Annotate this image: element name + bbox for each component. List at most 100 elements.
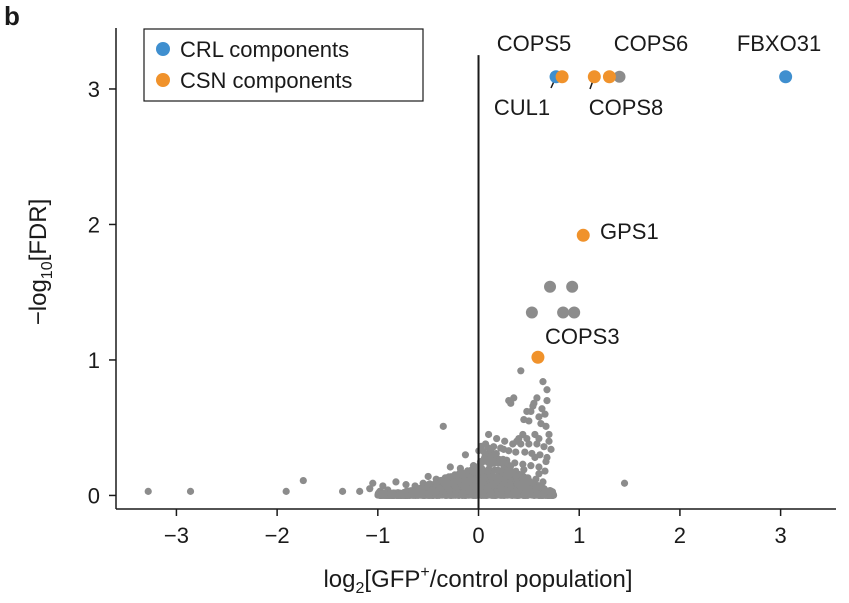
data-point bbox=[542, 457, 550, 466]
y-axis-label-prefix: −log bbox=[25, 279, 52, 325]
data-point bbox=[519, 475, 527, 483]
data-point bbox=[402, 491, 410, 499]
gene-label-gps1: GPS1 bbox=[600, 219, 659, 244]
data-point bbox=[496, 455, 504, 463]
y-axis-ticks: 0 1 2 3 bbox=[88, 77, 116, 508]
x-axis-label: log2[GFP+/control population] bbox=[323, 564, 632, 597]
data-point bbox=[526, 491, 534, 498]
data-point bbox=[493, 450, 500, 457]
large-background-points bbox=[525, 70, 626, 319]
data-point bbox=[539, 478, 547, 486]
data-point bbox=[541, 410, 549, 418]
data-point bbox=[535, 470, 543, 478]
x-axis-label-middle: [GFP bbox=[364, 566, 420, 593]
data-point bbox=[470, 468, 478, 476]
data-point bbox=[502, 473, 510, 481]
data-point bbox=[517, 367, 525, 375]
data-point bbox=[484, 430, 493, 439]
highlighted-points bbox=[531, 70, 793, 364]
data-point bbox=[507, 483, 515, 491]
data-point bbox=[392, 478, 400, 486]
data-point bbox=[533, 394, 541, 402]
gene-label-cops3: COPS3 bbox=[545, 324, 620, 349]
data-point bbox=[439, 422, 447, 430]
data-point bbox=[531, 453, 539, 462]
legend-marker-csn bbox=[156, 73, 170, 87]
data-point bbox=[541, 467, 549, 475]
data-point bbox=[520, 491, 528, 499]
data-point bbox=[543, 397, 551, 405]
data-point bbox=[504, 490, 512, 498]
data-point bbox=[545, 430, 553, 439]
data-point bbox=[511, 487, 519, 495]
data-point bbox=[480, 492, 488, 499]
data-point bbox=[411, 492, 419, 499]
background-points bbox=[144, 367, 629, 499]
x-axis-label-prefix: log bbox=[323, 566, 355, 593]
gene-label-fbxo31: FBXO31 bbox=[737, 31, 821, 56]
data-point bbox=[450, 478, 458, 486]
x-axis-label-suffix: /control population] bbox=[430, 566, 633, 593]
data-point-large bbox=[613, 70, 626, 83]
data-point bbox=[501, 437, 509, 445]
gene-callouts: FBXO31 CUL1 COPS5 COPS8 COPS6 GPS1 COPS3 bbox=[494, 31, 821, 349]
data-point bbox=[500, 445, 508, 453]
gene-point-cops5 bbox=[555, 70, 569, 84]
data-point bbox=[484, 468, 492, 476]
data-point bbox=[380, 489, 388, 497]
data-point bbox=[493, 434, 501, 443]
data-point bbox=[440, 479, 448, 486]
data-point bbox=[479, 476, 487, 484]
data-point bbox=[369, 479, 377, 487]
data-point bbox=[485, 483, 493, 490]
data-point bbox=[417, 490, 425, 498]
data-point bbox=[397, 490, 405, 498]
y-axis-label-subscript: 10 bbox=[39, 261, 56, 279]
data-point-large bbox=[525, 306, 538, 319]
data-point bbox=[299, 476, 307, 485]
x-tick-label: −2 bbox=[265, 523, 290, 548]
data-point bbox=[620, 479, 629, 487]
data-point bbox=[535, 434, 543, 443]
data-point bbox=[386, 489, 394, 497]
legend-label-crl: CRL components bbox=[180, 37, 349, 62]
data-point bbox=[510, 394, 518, 402]
data-point bbox=[527, 407, 535, 416]
data-point bbox=[539, 378, 547, 386]
data-point-large bbox=[544, 280, 557, 293]
data-point-large bbox=[568, 306, 581, 319]
x-tick-label: 3 bbox=[774, 523, 786, 548]
data-point bbox=[520, 466, 528, 474]
data-point bbox=[338, 487, 347, 495]
legend-box bbox=[143, 28, 424, 102]
x-tick-label: 1 bbox=[573, 523, 585, 548]
data-point bbox=[186, 487, 195, 495]
data-point bbox=[486, 491, 494, 498]
panel-label: b bbox=[4, 1, 20, 31]
data-point bbox=[507, 462, 515, 470]
x-axis-label-subscript: 2 bbox=[355, 580, 364, 597]
data-point bbox=[424, 472, 432, 481]
data-point bbox=[513, 480, 521, 488]
data-point bbox=[462, 470, 469, 478]
data-point bbox=[529, 479, 537, 487]
data-point bbox=[534, 490, 542, 498]
data-point bbox=[458, 491, 465, 499]
data-point bbox=[426, 490, 433, 497]
data-point bbox=[529, 402, 537, 410]
gene-point-cops8 bbox=[587, 70, 601, 84]
x-tick-label: −3 bbox=[164, 523, 189, 548]
data-point bbox=[542, 422, 550, 430]
y-tick-label: 3 bbox=[88, 77, 100, 102]
y-tick-label: 2 bbox=[88, 212, 100, 237]
data-point bbox=[535, 463, 543, 471]
data-point bbox=[379, 482, 387, 490]
gene-label-cops6: COPS6 bbox=[614, 31, 689, 56]
plot-area: FBXO31 CUL1 COPS5 COPS8 COPS6 GPS1 COPS3 bbox=[144, 31, 821, 509]
x-axis-ticks: −3 −2 −1 0 1 2 3 bbox=[164, 509, 787, 548]
data-point bbox=[144, 487, 152, 495]
data-point bbox=[446, 486, 453, 494]
data-point bbox=[546, 487, 553, 495]
data-point bbox=[509, 440, 517, 448]
